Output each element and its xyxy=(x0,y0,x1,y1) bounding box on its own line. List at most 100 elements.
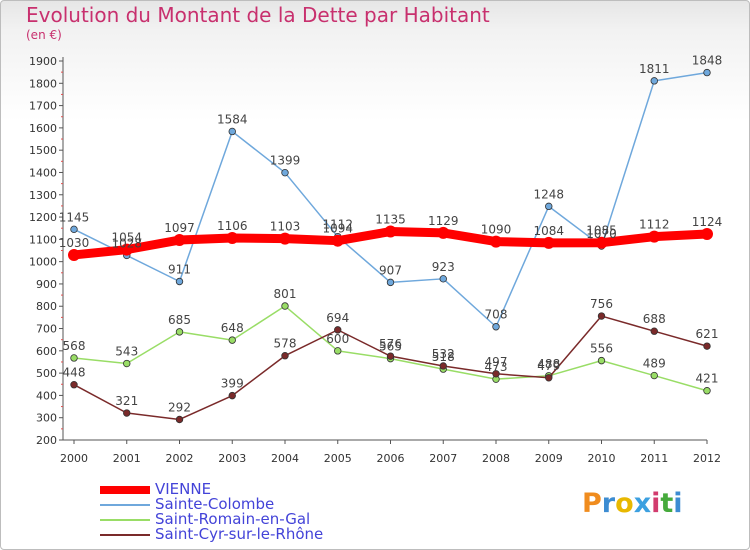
data-point xyxy=(120,243,133,256)
data-point xyxy=(123,409,131,417)
data-point xyxy=(492,323,500,331)
data-label: 801 xyxy=(274,287,297,301)
data-point xyxy=(703,387,711,395)
data-label: 1399 xyxy=(270,154,301,168)
data-point xyxy=(175,328,184,336)
y-tick-label: 800 xyxy=(36,300,57,313)
data-label: 648 xyxy=(221,321,244,335)
data-point xyxy=(331,234,344,247)
data-point xyxy=(228,336,236,344)
x-tick-label: 2012 xyxy=(693,452,721,465)
data-point xyxy=(703,342,711,350)
data-label: 473 xyxy=(485,360,508,374)
data-point xyxy=(703,68,711,77)
y-tick-label: 1100 xyxy=(29,233,57,246)
data-label: 911 xyxy=(168,262,191,276)
data-label: 1112 xyxy=(639,218,670,232)
data-label: 518 xyxy=(432,350,455,364)
data-point xyxy=(281,352,289,360)
logo-letter: o xyxy=(615,488,634,519)
data-label: 600 xyxy=(326,332,349,346)
data-point xyxy=(226,232,239,245)
x-tick-label: 2004 xyxy=(271,452,299,465)
y-tick-label: 1600 xyxy=(29,122,57,135)
x-tick-label: 2005 xyxy=(324,452,352,465)
data-label: 923 xyxy=(432,260,455,274)
data-label: 1103 xyxy=(270,220,301,234)
data-label: 1030 xyxy=(59,236,90,250)
data-point xyxy=(490,235,502,248)
y-tick-label: 600 xyxy=(36,345,57,358)
data-label: 565 xyxy=(379,340,402,354)
data-point xyxy=(228,127,236,136)
data-label: 1584 xyxy=(217,112,248,126)
y-tick-label: 1900 xyxy=(29,55,57,68)
data-label: 488 xyxy=(537,357,560,371)
data-point xyxy=(279,232,291,245)
data-point xyxy=(648,230,661,243)
data-point xyxy=(650,371,658,380)
x-tick-label: 2003 xyxy=(218,452,246,465)
data-label: 1124 xyxy=(692,215,723,229)
data-label: 578 xyxy=(274,337,297,351)
data-point xyxy=(70,381,78,389)
legend-swatch xyxy=(100,504,150,506)
series-line xyxy=(73,71,708,328)
logo-letter: r xyxy=(601,488,616,519)
data-label: 907 xyxy=(379,263,402,277)
data-label: 1145 xyxy=(59,210,90,224)
y-tick-label: 400 xyxy=(36,389,57,402)
data-point xyxy=(650,77,658,85)
chart-title: Evolution du Montant de la Dette par Hab… xyxy=(26,3,490,27)
data-label: 694 xyxy=(326,311,349,325)
x-tick-label: 2009 xyxy=(535,452,563,465)
data-label: 1094 xyxy=(322,222,353,236)
data-label: 1070 xyxy=(586,227,617,241)
data-label: 1811 xyxy=(639,62,670,76)
data-point xyxy=(595,236,608,249)
data-label: 421 xyxy=(696,372,719,386)
data-point xyxy=(70,354,78,362)
data-point xyxy=(70,225,78,234)
x-tick-label: 2006 xyxy=(377,452,405,465)
data-point xyxy=(281,302,289,310)
y-tick-label: 1700 xyxy=(29,100,57,113)
data-label: 1135 xyxy=(375,213,406,227)
legend-swatch xyxy=(100,534,150,536)
data-label: 1054 xyxy=(111,231,142,245)
data-label: 489 xyxy=(643,357,666,371)
data-label: 685 xyxy=(168,313,191,327)
y-tick-label: 1000 xyxy=(29,256,57,269)
data-point xyxy=(175,415,184,424)
data-label: 399 xyxy=(221,377,244,391)
data-label: 1097 xyxy=(164,221,195,235)
data-label: 1848 xyxy=(692,54,723,68)
x-tick-label: 2011 xyxy=(640,452,668,465)
legend-label: Saint-Romain-en-Gal xyxy=(155,510,311,528)
data-label: 321 xyxy=(115,394,138,408)
legend-label: Sainte-Colombe xyxy=(155,495,275,513)
logo-letter: t xyxy=(660,488,674,519)
data-label: 1112 xyxy=(322,218,353,232)
data-label: 479 xyxy=(537,359,560,373)
y-tick-label: 300 xyxy=(36,412,57,425)
data-point xyxy=(281,168,289,177)
data-label: 756 xyxy=(590,297,613,311)
x-tick-label: 2007 xyxy=(429,452,457,465)
data-point xyxy=(439,275,447,283)
data-point xyxy=(542,236,555,249)
data-label: 448 xyxy=(63,366,86,380)
data-point xyxy=(650,327,658,335)
data-label: 576 xyxy=(379,337,402,351)
y-tick-label: 1300 xyxy=(29,189,57,202)
legend-label: Saint-Cyr-sur-le-Rhône xyxy=(155,525,324,543)
data-label: 1106 xyxy=(217,219,248,233)
data-point xyxy=(386,278,395,287)
data-label: 292 xyxy=(168,400,191,414)
y-tick-label: 1500 xyxy=(29,144,57,157)
data-label: 543 xyxy=(115,345,138,359)
y-tick-label: 500 xyxy=(36,367,57,380)
data-point xyxy=(68,248,80,261)
